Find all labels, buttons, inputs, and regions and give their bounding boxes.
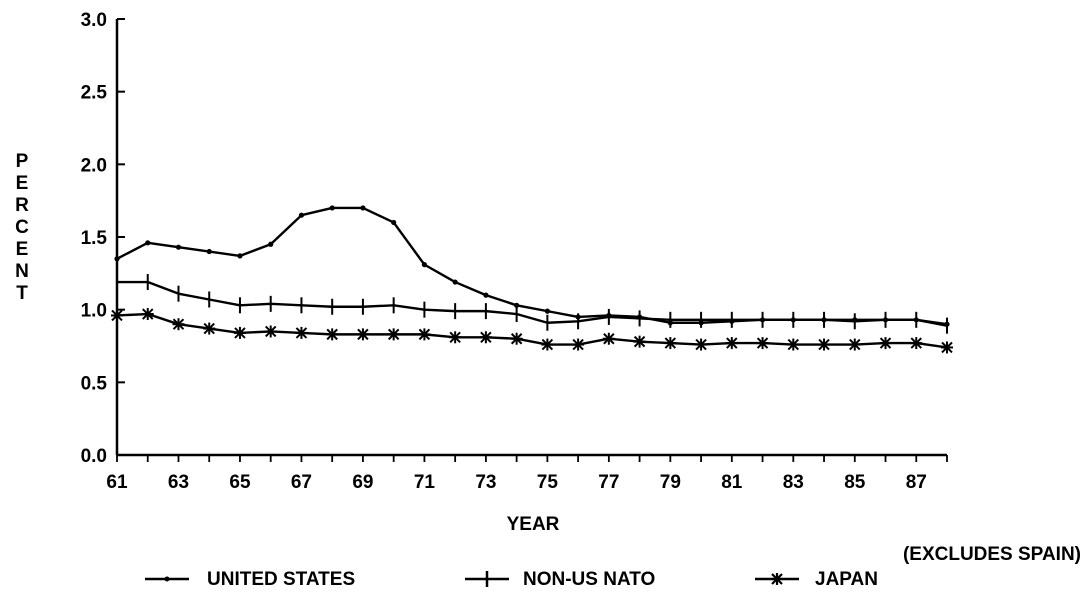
data-point	[664, 337, 677, 350]
legend-item-united-states: UNITED STATES	[145, 569, 355, 590]
y-tick-label: 2.5	[81, 83, 108, 104]
y-axis-title-letter: C	[15, 217, 29, 238]
series-japan	[111, 308, 953, 354]
data-point	[725, 337, 738, 350]
data-point	[237, 253, 243, 259]
data-point	[848, 338, 861, 351]
series-non-us-nato	[116, 274, 948, 334]
y-axis-title-letter: E	[16, 173, 29, 194]
data-point	[479, 331, 492, 344]
data-point	[418, 328, 431, 341]
data-point	[114, 256, 120, 262]
excludes-note: (EXCLUDES SPAIN)	[903, 544, 1081, 565]
x-tick-label: 85	[844, 472, 866, 493]
x-tick-label: 61	[106, 472, 128, 493]
data-point	[172, 318, 185, 331]
y-axis-title-letter: R	[15, 195, 29, 216]
data-point	[818, 338, 831, 351]
x-tick-label: 71	[414, 472, 436, 493]
legend: UNITED STATES NON-US NATO JAPAN	[145, 569, 878, 590]
data-point	[356, 328, 369, 341]
data-point	[360, 205, 366, 211]
data-point	[941, 341, 953, 354]
x-tick-label: 83	[783, 472, 804, 493]
legend-item-non-us-nato: NON-US NATO	[465, 569, 655, 590]
y-tick-label: 0.0	[81, 446, 107, 467]
data-point	[541, 338, 554, 351]
data-point	[203, 322, 216, 335]
axes	[115, 18, 948, 462]
y-axis-title-letter: P	[16, 151, 29, 172]
x-tick-label: 69	[352, 472, 373, 493]
data-point	[787, 338, 800, 351]
legend-label: JAPAN	[815, 569, 878, 590]
series-layer	[111, 205, 953, 354]
y-tick-label: 1.5	[81, 228, 108, 249]
x-tick-labels: 61 63 65 67 69 71 73 75 77 79 81 83 85 87	[106, 472, 926, 493]
x-tick-label: 77	[598, 472, 619, 493]
y-tick-label: 0.5	[81, 373, 108, 394]
data-point	[633, 335, 646, 348]
data-point	[910, 337, 923, 350]
data-point	[514, 302, 520, 308]
data-point	[268, 241, 274, 247]
x-tick-label: 65	[229, 472, 251, 493]
x-tick-label: 87	[906, 472, 927, 493]
data-point	[572, 338, 585, 351]
y-tick-label: 1.0	[81, 301, 107, 322]
x-tick-label: 81	[721, 472, 743, 493]
data-point	[295, 326, 308, 339]
data-point	[756, 337, 769, 350]
x-axis-title: YEAR	[507, 514, 560, 535]
y-axis-title-letter: N	[15, 261, 29, 282]
data-point	[387, 328, 400, 341]
x-tick-label: 67	[291, 472, 312, 493]
x-tick-label: 63	[168, 472, 189, 493]
legend-label: UNITED STATES	[207, 569, 355, 590]
data-point	[329, 205, 335, 211]
data-point	[326, 328, 339, 341]
data-point	[879, 337, 892, 350]
data-point	[391, 219, 397, 226]
data-point	[175, 244, 182, 250]
y-tick-label: 2.0	[81, 155, 107, 176]
series-line	[116, 206, 948, 326]
data-point	[421, 262, 428, 268]
x-tick-label: 73	[475, 472, 496, 493]
data-point	[602, 332, 615, 345]
data-point	[233, 326, 246, 339]
data-point	[449, 331, 462, 344]
series-line	[116, 312, 948, 349]
legend-item-japan: JAPAN	[755, 569, 878, 590]
data-point	[510, 332, 523, 345]
data-point	[695, 338, 708, 351]
data-point	[452, 279, 458, 285]
y-axis-title-letter: E	[16, 239, 29, 260]
y-axis-title-letter: T	[16, 283, 28, 304]
data-point	[264, 325, 277, 338]
data-point	[206, 248, 212, 255]
series-line	[117, 280, 948, 327]
x-tick-label: 75	[537, 472, 559, 493]
data-point	[111, 309, 123, 322]
legend-label: NON-US NATO	[523, 569, 655, 590]
data-point	[145, 240, 151, 246]
y-tick-labels: 0.0 0.5 1.0 1.5 2.0 2.5 3.0	[81, 10, 108, 467]
data-point	[544, 308, 550, 314]
data-point	[141, 308, 154, 321]
y-tick-label: 3.0	[81, 10, 107, 31]
data-point	[298, 212, 305, 218]
data-point	[483, 292, 489, 298]
x-tick-label: 79	[660, 472, 681, 493]
